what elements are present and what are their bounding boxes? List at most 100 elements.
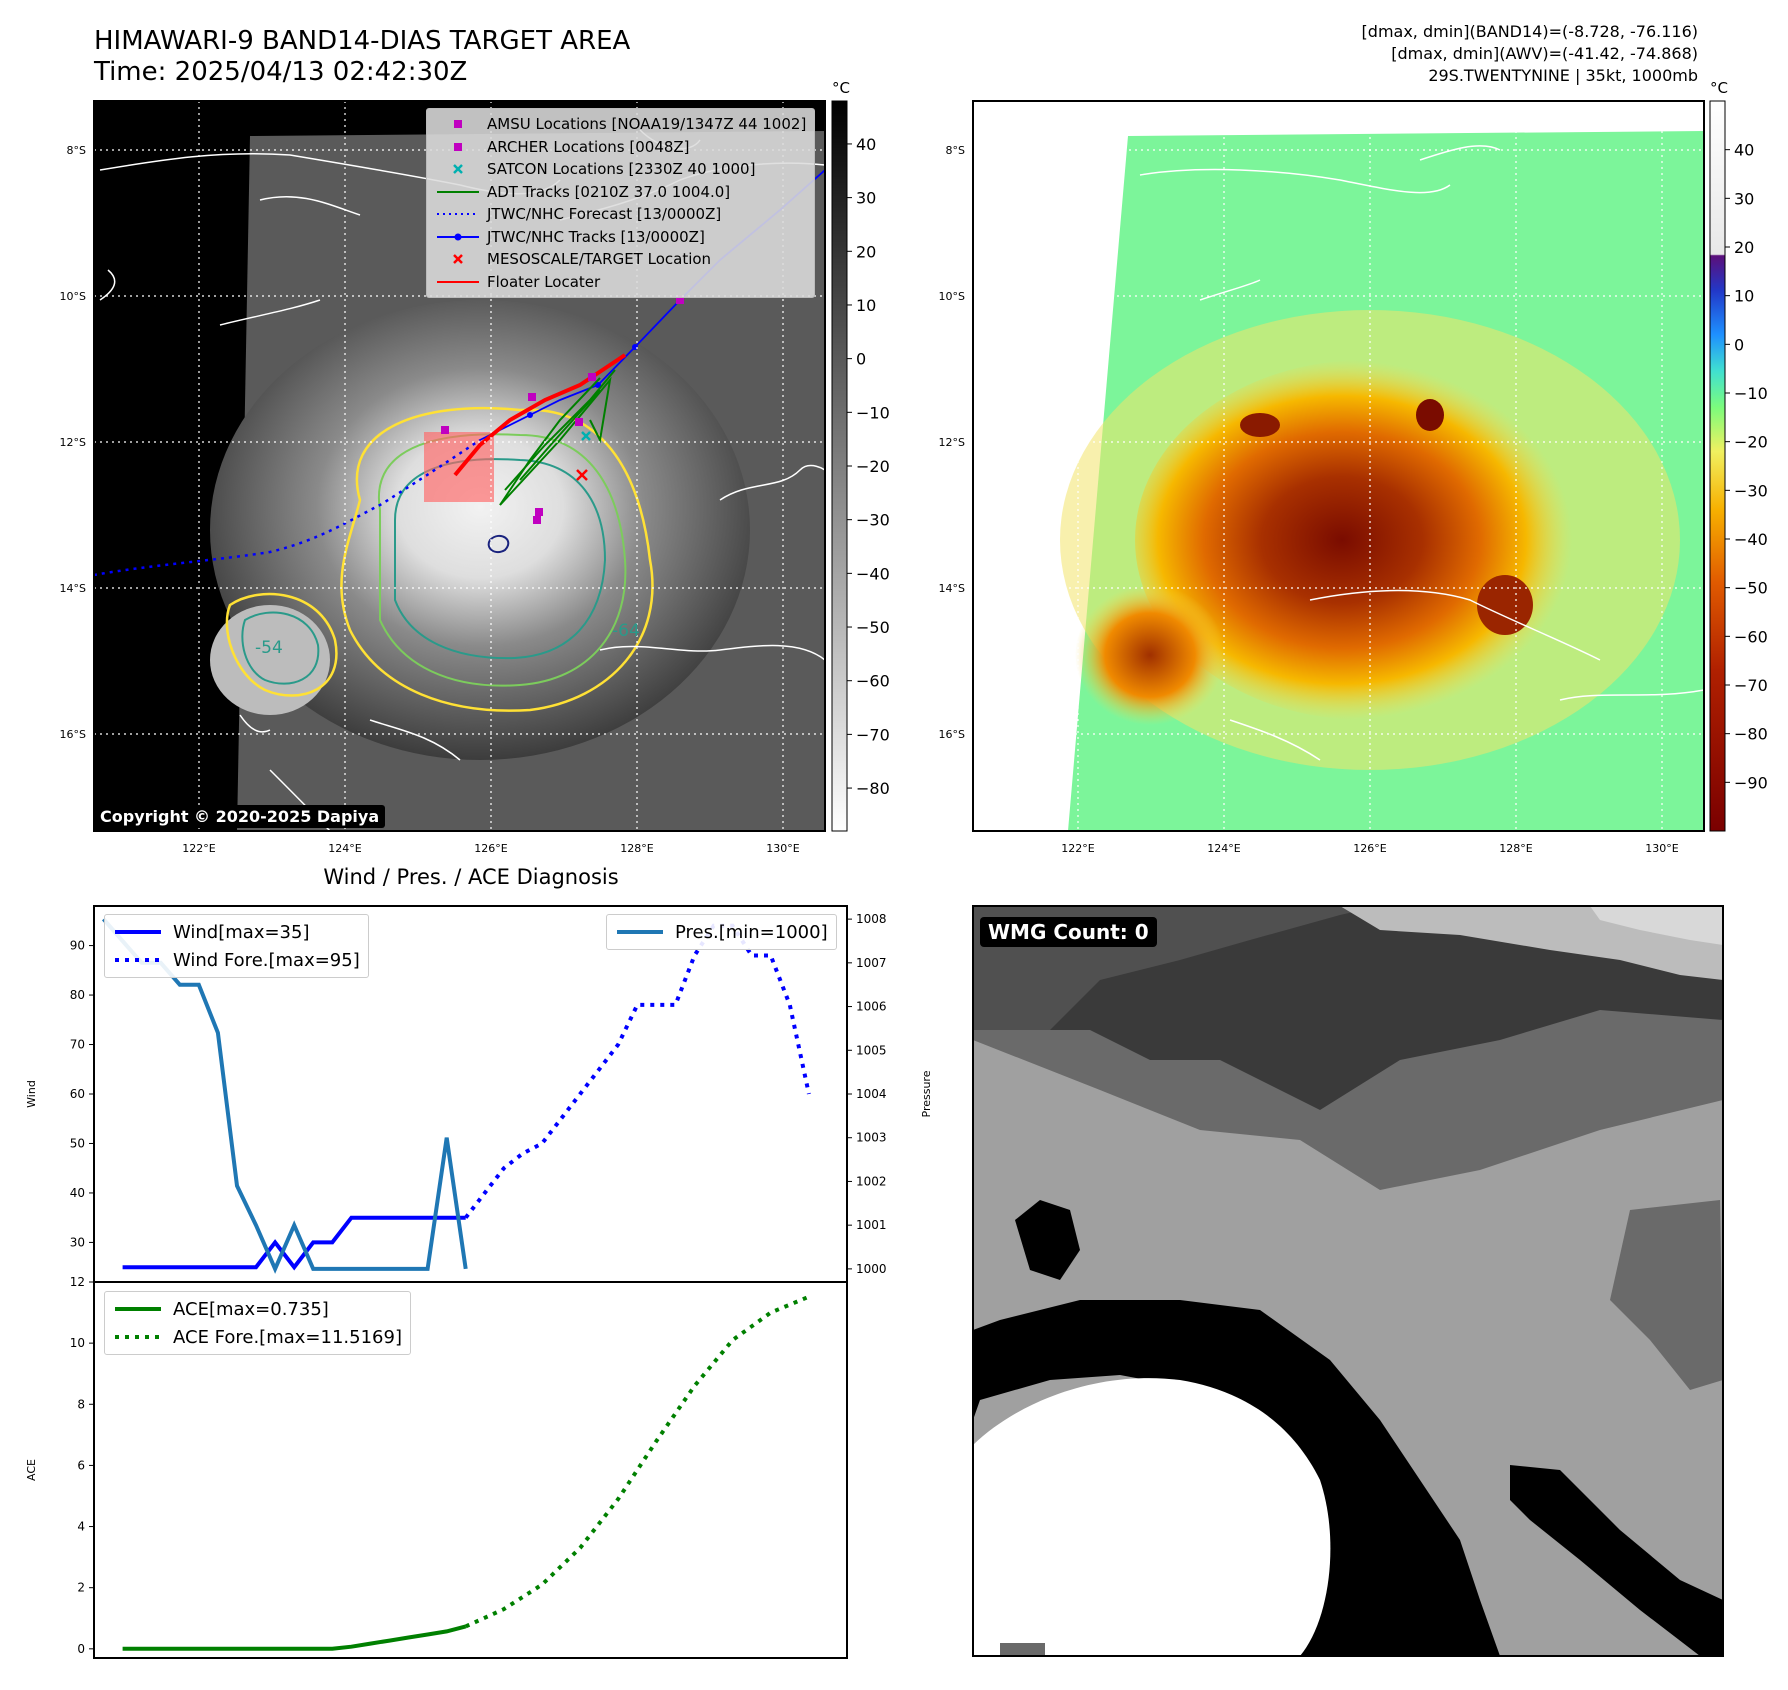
legend-row: ARCHER Locations [0048Z] [435, 136, 806, 159]
legend-label: JTWC/NHC Tracks [13/0000Z] [487, 227, 705, 246]
lon-label: 124°E [328, 842, 361, 855]
wmg-small-patch [1000, 1643, 1045, 1656]
lon-label: 122°E [182, 842, 215, 855]
lon-label: 128°E [1499, 842, 1532, 855]
legend-row: ADT Tracks [0210Z 37.0 1004.0] [435, 181, 806, 204]
color-west-cell [1075, 585, 1225, 725]
lat-label: 12°S [60, 436, 86, 449]
wind-ytick-label: 40 [70, 1186, 85, 1200]
lat-label: 16°S [60, 728, 86, 741]
lon-label: 126°E [1353, 842, 1386, 855]
forecast-track [94, 438, 481, 577]
copyright-badge: Copyright © 2020-2025 Dapiya [94, 805, 386, 828]
x-marker-icon [435, 249, 481, 269]
line-dot-icon [435, 227, 481, 247]
legend-row: MESOSCALE/TARGET Location [435, 248, 806, 271]
ir-axis-ticks: 8°S 10°S 12°S 14°S 16°S 122°E 124°E 126°… [60, 144, 800, 855]
adt-tracks [499, 369, 616, 506]
lat-label: 16°S [939, 728, 965, 741]
lat-label: 10°S [939, 290, 965, 303]
contour-yellow-west [225, 592, 338, 697]
ace-ytick-label: 2 [77, 1581, 85, 1595]
colorbar-color [1709, 100, 1726, 832]
lat-label: 10°S [60, 290, 86, 303]
wmg-black-patch [1015, 1200, 1080, 1280]
line-marker-icon [435, 182, 481, 202]
contour-dark [487, 534, 510, 554]
color-map-panel [973, 101, 1704, 831]
lat-label: 8°S [67, 144, 86, 157]
legend-label: Pres.[min=1000] [675, 921, 828, 943]
colorbar-tick-label: −50 [1734, 579, 1768, 598]
colorbar-tick-label: −40 [856, 564, 890, 583]
dotted-line-icon [113, 950, 163, 970]
pressure-ytick-label: 1002 [856, 1174, 887, 1188]
colorbar-tick-label: −40 [1734, 530, 1768, 549]
legend-label: JTWC/NHC Forecast [13/0000Z] [487, 205, 722, 224]
ace-ytick-label: 4 [77, 1520, 85, 1534]
colorbar-tick-label: 20 [856, 242, 876, 261]
colorbar-tick-label: 0 [856, 350, 866, 369]
wind-axis-label: Wind [25, 1080, 38, 1108]
colorbar-tick-label: −10 [856, 403, 890, 422]
wind-ytick-label: 30 [70, 1235, 85, 1249]
colorbar-tick-label: 30 [1734, 189, 1754, 208]
color-east-cell [1477, 575, 1533, 635]
legend-row: Wind[max=35] [113, 918, 360, 946]
colorbar-tick-label: 20 [1734, 238, 1754, 257]
colorbar-tick-label: 10 [856, 296, 876, 315]
colorbar-gray [831, 100, 848, 832]
storm-info: 29S.TWENTYNINE | 35kt, 1000mb [1428, 66, 1698, 85]
lat-label: 12°S [939, 436, 965, 449]
ir-cloud-west [210, 605, 330, 715]
legend-label: Floater Locater [487, 272, 601, 291]
pressure-ytick-label: 1007 [856, 956, 887, 970]
legend-label: SATCON Locations [2330Z 40 1000] [487, 160, 756, 179]
lat-label: 14°S [939, 582, 965, 595]
ace-axis-label: ACE [25, 1459, 38, 1481]
wmg-panel [973, 906, 1723, 1656]
lon-label: 126°E [474, 842, 507, 855]
colorbar-tick-label: −10 [1734, 384, 1768, 403]
pressure-ytick-label: 1006 [856, 1000, 887, 1014]
color-map-frame [972, 100, 1705, 832]
ir-map-legend: AMSU Locations [NOAA19/1347Z 44 1002] AR… [426, 108, 816, 298]
timeseries-marks: 3040506070809010001001100210031004100510… [70, 912, 887, 1656]
pressure-axis-label: Pressure [920, 1070, 933, 1117]
wind-series-line [122, 1215, 466, 1271]
legend-row: Wind Fore.[max=95] [113, 946, 360, 974]
legend-label: Wind[max=35] [173, 921, 310, 943]
legend-row: JTWC/NHC Tracks [13/0000Z] [435, 226, 806, 249]
lon-label: 128°E [620, 842, 653, 855]
color-nw-cell [1240, 413, 1280, 437]
colorbar-gray-unit: °C [832, 79, 850, 97]
colorbar-gray-ticks: 40 30 20 10 0 −10 −20 −30 −40 −50 −60 −70 −80 [847, 135, 890, 798]
legend-label: MESOSCALE/TARGET Location [487, 250, 712, 269]
ir-map-frame [93, 100, 826, 832]
pressure-ytick-label: 1000 [856, 1262, 887, 1276]
ace-ytick-label: 0 [77, 1642, 85, 1656]
contour-teal-west [241, 611, 320, 685]
square-marker-icon [435, 114, 481, 134]
coastline-south [239, 464, 825, 831]
color-core [1135, 360, 1595, 720]
floater-locator [453, 353, 627, 477]
wind-legend: Wind[max=35] Wind Fore.[max=95] [104, 914, 369, 978]
wmg-black-band-2 [1510, 1465, 1723, 1656]
dmax-band14: [dmax, dmin](BAND14)=(-8.728, -76.116) [1361, 22, 1698, 41]
lat-label: 8°S [946, 144, 965, 157]
colorbar-tick-label: 30 [856, 189, 876, 208]
ace-ytick-label: 6 [77, 1458, 85, 1472]
square-marker-icon [435, 137, 481, 157]
ace-series-line [122, 1624, 467, 1651]
colorbar-tick-label: −30 [856, 511, 890, 530]
colorbar-tick-label: −70 [1734, 676, 1768, 695]
wind-ytick-label: 70 [70, 1038, 85, 1052]
wind-ytick-label: 90 [70, 939, 85, 953]
wmg-count-badge: WMG Count: 0 [980, 917, 1157, 947]
colorbar-tick-label: 40 [856, 135, 876, 154]
legend-row: ACE Fore.[max=11.5169] [113, 1323, 402, 1351]
legend-row: SATCON Locations [2330Z 40 1000] [435, 158, 806, 181]
solid-line-icon [113, 1299, 163, 1319]
